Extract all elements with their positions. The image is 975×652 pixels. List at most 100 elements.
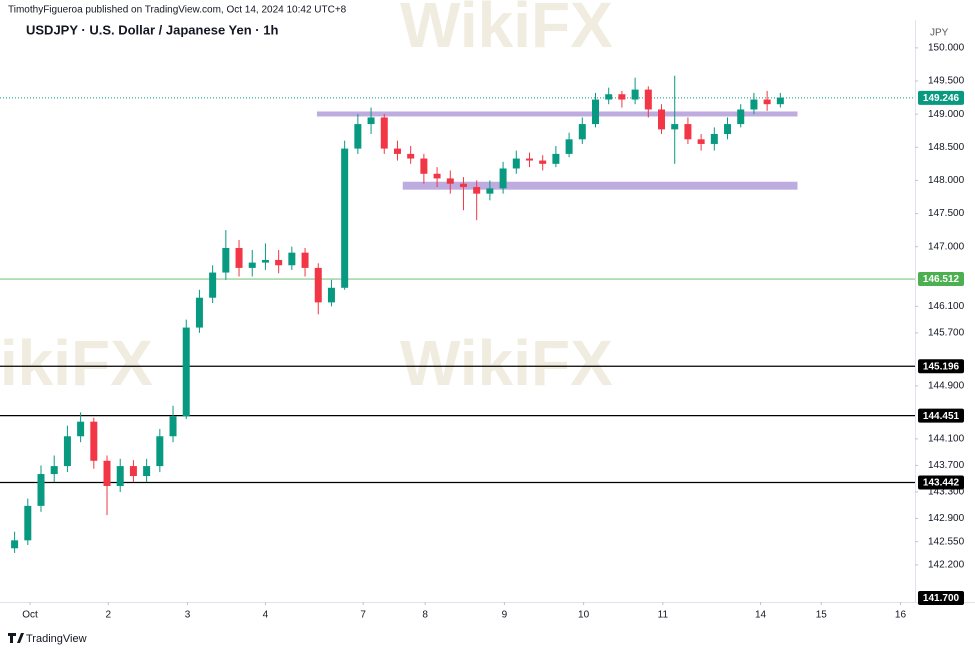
candle-body bbox=[314, 267, 322, 303]
x-tick-label: 3 bbox=[185, 610, 191, 621]
candle-body bbox=[750, 99, 758, 110]
chart-title: USDJPY · U.S. Dollar / Japanese Yen · 1h bbox=[26, 22, 278, 37]
candle-body bbox=[539, 160, 547, 164]
x-tick-label: 8 bbox=[422, 610, 428, 621]
candle-body bbox=[710, 134, 718, 144]
price-label: 143.442 bbox=[923, 478, 960, 489]
y-tick-label: 150.000 bbox=[928, 42, 965, 53]
price-label-box bbox=[918, 359, 964, 374]
candle-body bbox=[763, 99, 771, 105]
watermarks: WikiFX WikiFX WikiFX bbox=[0, 0, 613, 399]
candle-body bbox=[90, 421, 98, 461]
y-tick-label: 146.100 bbox=[928, 301, 965, 312]
price-label-box bbox=[918, 408, 964, 423]
candle-body bbox=[393, 148, 401, 154]
candle-body bbox=[248, 262, 256, 268]
candle-body bbox=[222, 248, 230, 273]
y-tick-label: 142.200 bbox=[928, 559, 965, 570]
watermark: WikiFX bbox=[400, 0, 613, 61]
y-tick-label: 147.500 bbox=[928, 208, 965, 219]
y-tick-label: 148.000 bbox=[928, 175, 965, 186]
candle-body bbox=[235, 248, 243, 268]
y-tick-label: 142.550 bbox=[928, 536, 965, 547]
candle-body bbox=[433, 173, 441, 179]
candle-body bbox=[671, 124, 679, 130]
candle-body bbox=[512, 158, 520, 169]
candle-body bbox=[195, 297, 203, 328]
candle-body bbox=[11, 540, 19, 549]
candle-body bbox=[737, 109, 745, 125]
candle-body bbox=[644, 89, 652, 110]
x-tick-label: 2 bbox=[106, 610, 112, 621]
candle-body bbox=[301, 252, 309, 268]
price-label: 145.196 bbox=[923, 361, 960, 372]
watermark: WikiFX bbox=[0, 327, 153, 399]
zone bbox=[402, 181, 798, 190]
footer-logo bbox=[8, 633, 24, 643]
candle-body bbox=[380, 117, 388, 149]
price-label-box bbox=[918, 90, 964, 105]
candle-body bbox=[261, 259, 269, 263]
candle-body bbox=[776, 97, 784, 105]
candle-body bbox=[446, 178, 454, 184]
price-label: 149.246 bbox=[923, 93, 960, 104]
candle-body bbox=[658, 109, 666, 130]
y-tick-label: 145.700 bbox=[928, 328, 965, 339]
x-tick-label: 10 bbox=[578, 610, 590, 621]
header: TimothyFigueroa published on TradingView… bbox=[8, 5, 347, 16]
candle-body bbox=[367, 117, 375, 125]
logo bbox=[8, 633, 24, 643]
y-tick-label: 147.000 bbox=[928, 241, 965, 252]
candle-body bbox=[77, 421, 85, 437]
candle-body bbox=[288, 252, 296, 266]
candle-body bbox=[552, 153, 560, 164]
y-tick-label: 142.900 bbox=[928, 513, 965, 524]
x-tick-label: 15 bbox=[816, 610, 828, 621]
candle-body bbox=[697, 139, 705, 144]
watermark: WikiFX bbox=[400, 327, 613, 399]
y-tick-label: 149.500 bbox=[928, 76, 965, 87]
x-tick-label: 7 bbox=[360, 610, 366, 621]
zone bbox=[316, 111, 798, 117]
candle-body bbox=[631, 89, 639, 100]
candle-body bbox=[354, 124, 362, 149]
candle-body bbox=[578, 124, 586, 140]
candle-body bbox=[592, 99, 600, 125]
y-tick-label: 143.300 bbox=[928, 487, 965, 498]
candle-body bbox=[525, 158, 533, 161]
y-tick-label: 148.500 bbox=[928, 142, 965, 153]
candle-body bbox=[63, 436, 71, 467]
footer: TradingView bbox=[26, 633, 87, 645]
y-unit: JPY bbox=[930, 28, 949, 39]
candle-body bbox=[209, 272, 217, 298]
y-tick-label: 149.000 bbox=[928, 109, 965, 120]
x-tick-label: 9 bbox=[502, 610, 508, 621]
y-tick-label: 143.700 bbox=[928, 460, 965, 471]
candle-body bbox=[116, 466, 124, 486]
candle-body bbox=[407, 153, 415, 159]
candle-body bbox=[486, 188, 494, 194]
y-tick-label: 144.900 bbox=[928, 381, 965, 392]
candle-body bbox=[182, 327, 190, 417]
price-label-box bbox=[918, 272, 964, 287]
candle-body bbox=[169, 416, 177, 437]
candle-body bbox=[605, 94, 613, 100]
candle-body bbox=[129, 466, 137, 477]
x-tick-label: 4 bbox=[263, 610, 269, 621]
candle-body bbox=[565, 139, 573, 154]
price-label-box bbox=[918, 475, 964, 490]
candle-body bbox=[327, 287, 335, 303]
candle-body bbox=[420, 158, 428, 174]
price-label-box bbox=[918, 591, 964, 605]
y-tick-label: 144.100 bbox=[928, 434, 965, 445]
candle-body bbox=[103, 460, 111, 486]
x-tick-label: Oct bbox=[22, 610, 38, 621]
candle-body bbox=[618, 94, 626, 100]
candle-body bbox=[341, 148, 349, 288]
price-label: 144.451 bbox=[923, 411, 960, 422]
candle-body bbox=[50, 466, 58, 475]
candle-body bbox=[684, 124, 692, 140]
